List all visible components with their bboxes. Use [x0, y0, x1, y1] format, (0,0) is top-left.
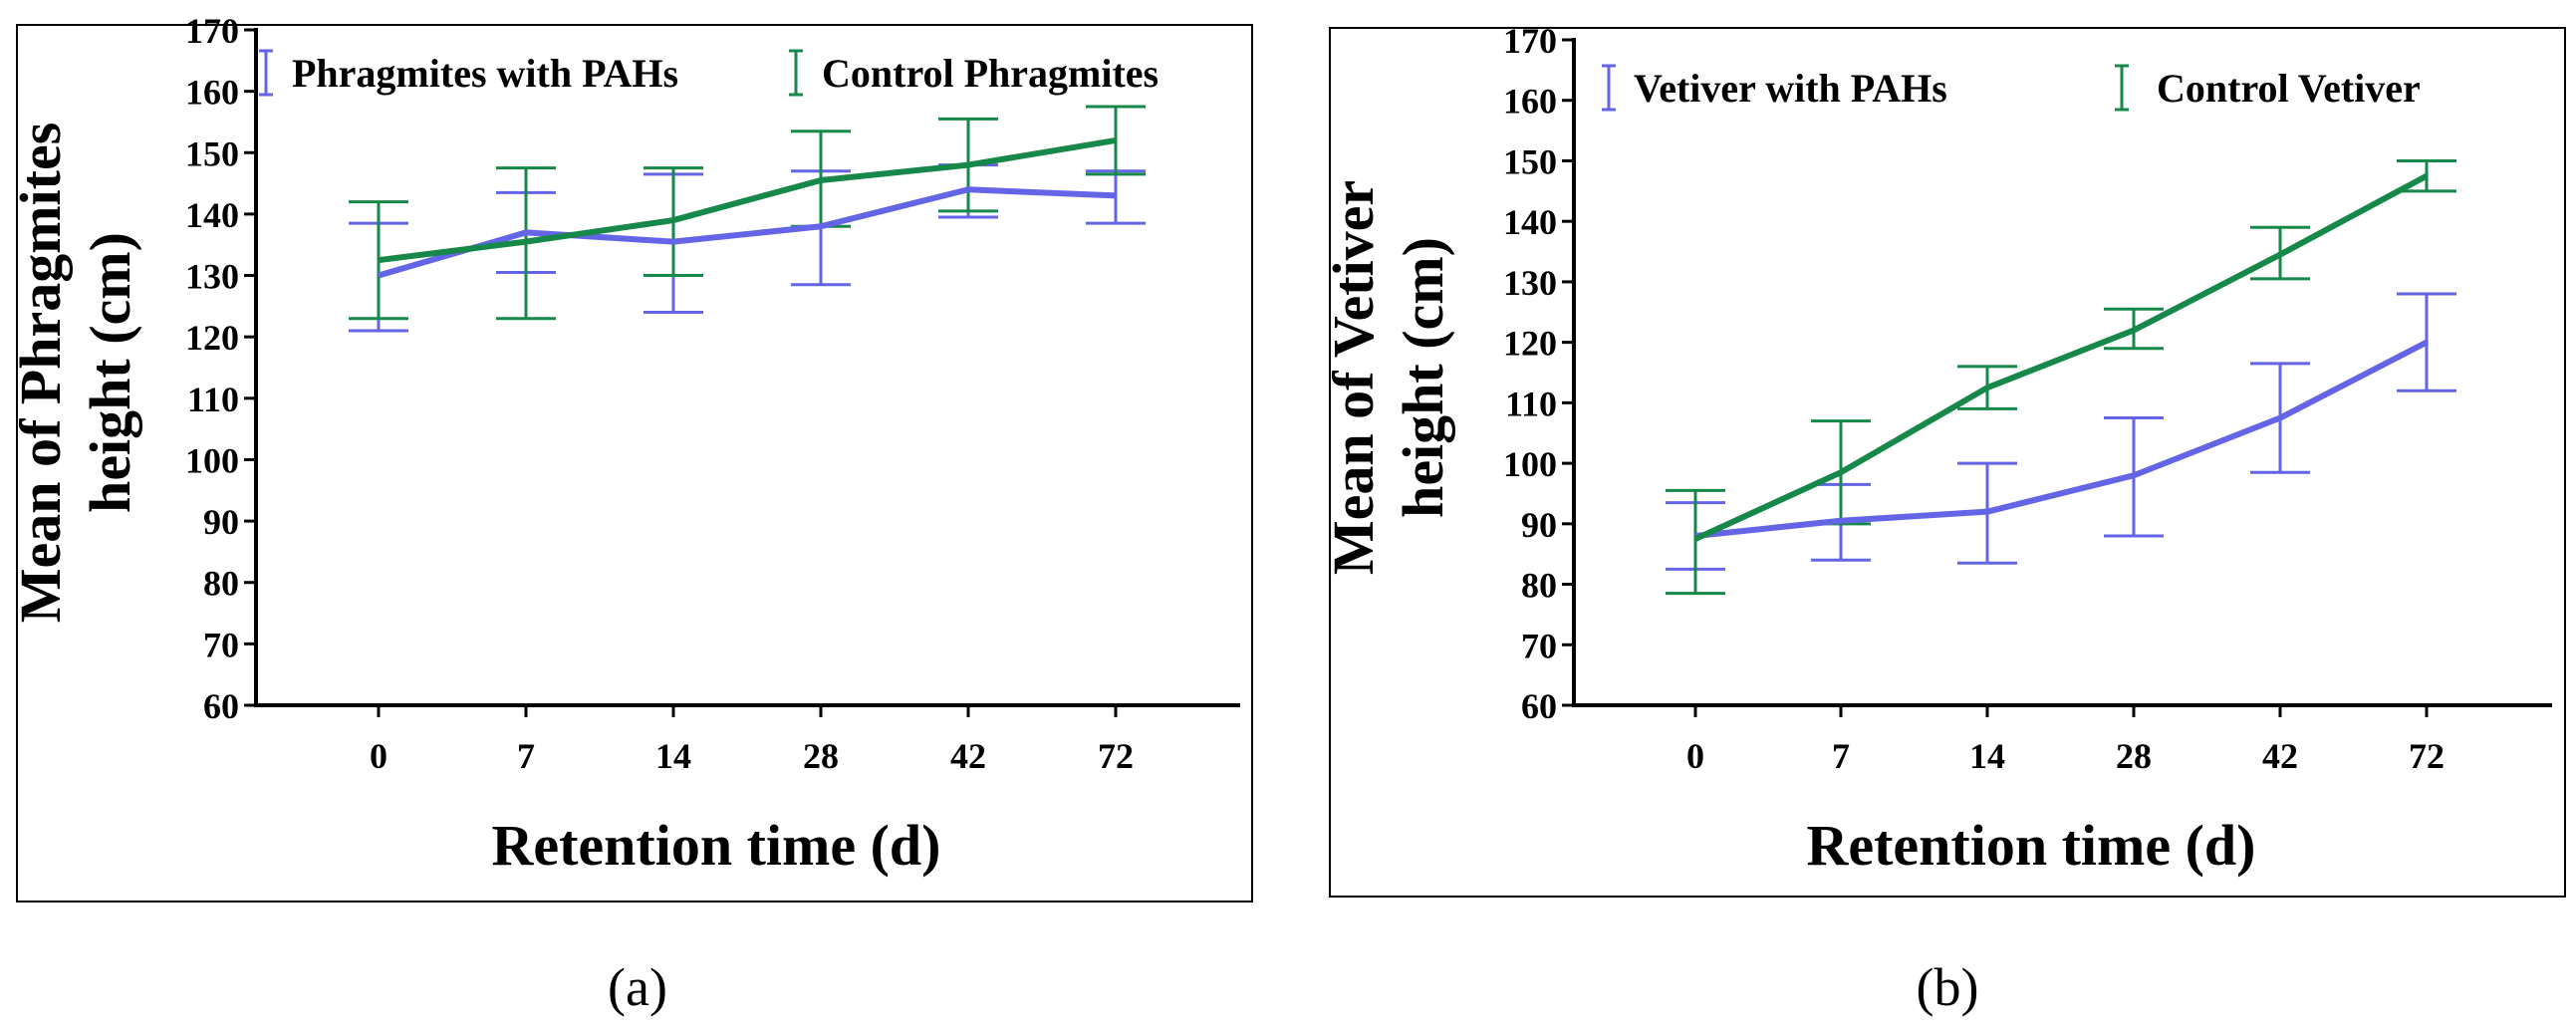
x-tick-label: 28: [803, 736, 839, 776]
chart-panel-a: 60 70 80 90 100 110 120 130 140 150 160 170 0 7 14 28 42…: [8, 11, 1253, 903]
x-tick-label: 7: [517, 736, 535, 776]
panel-caption-b: (b): [1916, 957, 1979, 1017]
x-tick-label: 7: [1832, 736, 1850, 776]
x-tick-label: 42: [950, 736, 986, 776]
y-tick-label: 70: [203, 625, 239, 664]
y-axis-title-line1: Mean of Vetiver: [1321, 180, 1386, 575]
legend-label: Control Phragmites: [822, 51, 1159, 96]
panel-caption-a: (a): [608, 957, 667, 1017]
chart-frame: [1329, 27, 2566, 898]
y-tick-label: 100: [185, 440, 239, 480]
legend-label: Control Vetiver: [2157, 66, 2421, 111]
x-tick-label: 0: [370, 736, 387, 776]
legend-label: Phragmites with PAHs: [292, 51, 678, 96]
x-tick-label: 0: [1686, 736, 1704, 776]
y-tick-label: 90: [1521, 505, 1557, 545]
y-tick-label: 130: [185, 257, 239, 297]
y-tick-label: 170: [1503, 21, 1557, 61]
x-tick-label: 14: [655, 736, 691, 776]
y-tick-label: 90: [203, 502, 239, 542]
x-tick-label: 42: [2262, 736, 2298, 776]
x-axis-title: Retention time (d): [491, 813, 940, 878]
y-axis-title-line1: Mean of Phragmites: [8, 123, 73, 624]
y-tick-label: 80: [203, 564, 239, 604]
y-tick-label: 100: [1503, 444, 1557, 484]
y-tick-label: 130: [1503, 263, 1557, 303]
y-tick-label: 70: [1521, 626, 1557, 665]
series-line-control: [378, 136, 1117, 264]
series-line-treated: [378, 186, 1117, 279]
x-axis-title: Retention time (d): [1806, 813, 2255, 878]
y-tick-label: 80: [1521, 566, 1557, 606]
y-tick-label: 140: [185, 195, 239, 235]
y-tick-label: 160: [1503, 82, 1557, 122]
y-tick-label: 120: [185, 318, 239, 358]
y-tick-label: 110: [1505, 384, 1557, 423]
y-axis-title-line2: height (cm): [78, 232, 142, 513]
series-line-treated: [1694, 339, 2429, 539]
x-tick-label: 14: [1969, 736, 2005, 776]
y-tick-label: 60: [1521, 686, 1557, 726]
y-tick-label: 160: [185, 73, 239, 113]
series-line-control: [1693, 172, 2429, 542]
x-tick-label: 28: [2116, 736, 2152, 776]
y-tick-label: 150: [1503, 141, 1557, 181]
chart-panel-b: 60 70 80 90 100 110 120 130 140 150 160 170 0 7 14 28 42…: [1321, 21, 2566, 898]
y-tick-label: 140: [1503, 202, 1557, 242]
legend-label: Vetiver with PAHs: [1634, 66, 1947, 111]
y-tick-label: 120: [1503, 324, 1557, 364]
x-tick-label: 72: [1098, 736, 1134, 776]
x-tick-label: 72: [2409, 736, 2445, 776]
y-tick-label: 110: [187, 380, 239, 419]
y-tick-label: 150: [185, 133, 239, 173]
y-tick-label: 60: [203, 686, 239, 726]
chart-frame: [16, 24, 1253, 903]
y-tick-label: 170: [185, 11, 239, 51]
y-axis-title-line2: height (cm): [1391, 237, 1455, 518]
